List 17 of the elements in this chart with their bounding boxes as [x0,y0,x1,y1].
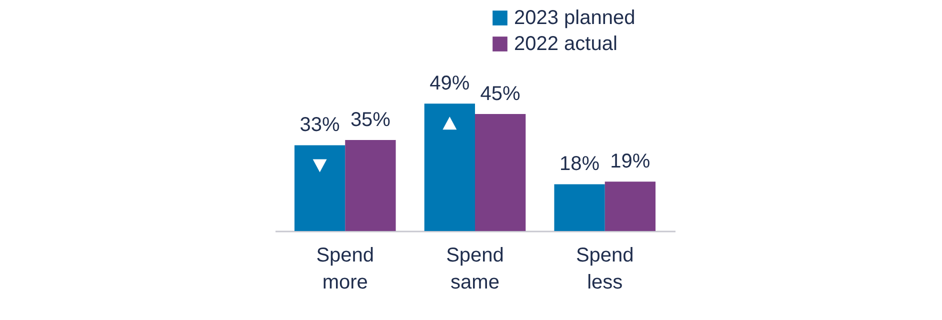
legend-label: 2023 planned [514,7,636,29]
bar [475,114,526,231]
data-label: 33% [300,114,340,136]
bar [345,140,396,231]
x-tick-label: Spend more [316,244,374,294]
bar [294,145,346,231]
legend-label: 2022 actual [514,33,618,55]
data-label: 19% [610,150,650,173]
data-label: 35% [350,109,391,131]
bar [554,184,605,231]
data-label: 45% [480,83,521,105]
bar [424,104,475,231]
x-tick-label: Spend less [576,244,634,294]
data-label: 18% [560,153,600,176]
data-label: 49% [430,72,470,95]
x-tick-label: Spend same [446,244,504,294]
bar [604,182,656,231]
